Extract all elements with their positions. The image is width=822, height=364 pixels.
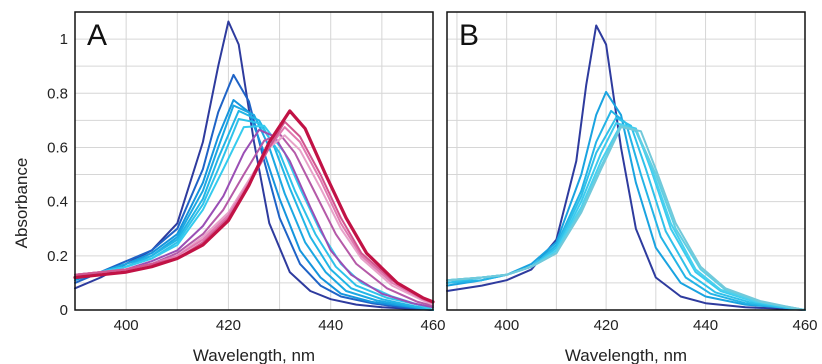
series-line-2 [446, 90, 806, 311]
plot-frame [74, 11, 434, 311]
panel-a: 400 420 440 460 0 0.2 0.4 0.6 0.8 1 Wavelength, nm… [47, 11, 446, 364]
x-tick-label: 420 [216, 317, 241, 334]
x-tick-label: 460 [792, 317, 817, 334]
panel-letter: B [459, 19, 479, 52]
series-line-8 [446, 126, 806, 311]
panel-b: 400 420 440 460 Wavelength, nm B [446, 11, 818, 364]
series-line-5 [74, 109, 434, 311]
series-line-8 [74, 128, 434, 309]
y-tick-label: 0.4 [47, 194, 68, 211]
series-line-1 [446, 24, 806, 311]
shared-y-axis-label: Absorbance [12, 158, 31, 249]
y-tick-label: 0.6 [47, 139, 68, 156]
y-tick-label: 0.8 [47, 85, 68, 102]
panel-letter: A [87, 19, 107, 52]
x-tick-label: 400 [494, 317, 519, 334]
y-tick-label: 0.2 [47, 248, 68, 265]
x-axis-label: Wavelength, nm [565, 346, 687, 364]
series-line-13 [73, 109, 435, 304]
series-line-2 [74, 73, 434, 311]
x-tick-label: 440 [318, 317, 343, 334]
x-tick-label: 400 [114, 317, 139, 334]
x-axis-label: Wavelength, nm [193, 346, 315, 364]
series-line-12 [74, 120, 434, 303]
x-tick-label: 460 [420, 317, 445, 334]
plot-frame [446, 11, 806, 311]
x-tick-label: 420 [594, 317, 619, 334]
y-tick-label: 0 [60, 302, 68, 319]
plot-area [447, 12, 805, 310]
y-tick-label: 1 [60, 31, 68, 48]
x-tick-label: 440 [693, 317, 718, 334]
